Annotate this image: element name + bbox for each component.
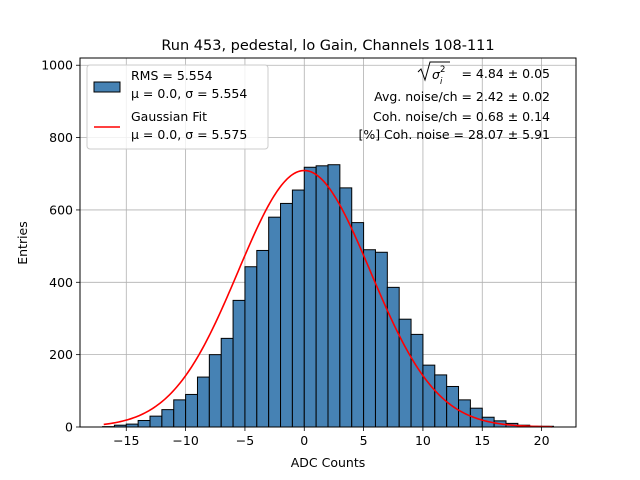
x-tick-label: 10 bbox=[415, 433, 431, 448]
histogram-bar bbox=[363, 249, 376, 428]
svg-text:σ: σ bbox=[432, 67, 441, 82]
legend-entry-label: RMS = 5.554 bbox=[131, 68, 213, 83]
histogram-bars bbox=[102, 164, 554, 428]
svg-text:2: 2 bbox=[440, 65, 445, 75]
histogram-bar bbox=[149, 415, 163, 428]
y-tick-label: 1000 bbox=[41, 58, 73, 73]
x-tick-label: −15 bbox=[113, 433, 139, 448]
histogram-bar bbox=[327, 164, 341, 428]
legend: RMS = 5.554 μ = 0.0, σ = 5.554 Gaussian … bbox=[86, 64, 269, 150]
avg-noise-text: Avg. noise/ch = 2.42 ± 0.02 bbox=[374, 89, 550, 104]
histogram-bar bbox=[220, 337, 234, 428]
plot-frame bbox=[79, 57, 577, 428]
coh-noise-text: Coh. noise/ch = 0.68 ± 0.14 bbox=[373, 109, 550, 124]
chart-title: Run 453, pedestal, lo Gain, Channels 108… bbox=[161, 38, 494, 54]
coh-noise-percent-text: [%] Coh. noise = 28.07 ± 5.91 bbox=[358, 127, 550, 142]
histogram-bar bbox=[232, 299, 246, 428]
histogram-bar bbox=[137, 419, 151, 428]
legend-entry-params: μ = 0.0, σ = 5.554 bbox=[131, 86, 247, 101]
histogram-bar bbox=[280, 202, 293, 428]
histogram-bar bbox=[173, 399, 187, 428]
gaussian-fit-line bbox=[103, 169, 553, 428]
sqrt-term-value: = 4.84 ± 0.05 bbox=[461, 66, 550, 81]
y-tick-label: 400 bbox=[49, 275, 73, 290]
histogram-bar bbox=[291, 189, 305, 428]
histogram-bar bbox=[374, 251, 388, 428]
histogram-bar bbox=[303, 166, 317, 428]
svg-text:i: i bbox=[440, 77, 443, 87]
x-axis-ticks: −15 −10 −5 0 5 10 15 20 bbox=[113, 427, 550, 448]
histogram-bar bbox=[422, 364, 436, 428]
histogram-bar bbox=[208, 354, 222, 428]
y-tick-label: 200 bbox=[49, 347, 73, 362]
histogram-bar bbox=[161, 409, 175, 428]
histogram-bar bbox=[244, 266, 258, 428]
x-tick-label: 15 bbox=[474, 433, 490, 448]
y-axis-label: Entries bbox=[15, 221, 30, 265]
x-axis-label: ADC Counts bbox=[291, 455, 366, 470]
y-tick-label: 800 bbox=[49, 130, 73, 145]
histogram-bar bbox=[410, 333, 424, 428]
x-tick-label: −10 bbox=[172, 433, 198, 448]
histogram-bar bbox=[398, 318, 412, 428]
histogram-bar bbox=[256, 249, 270, 428]
legend-bar-swatch bbox=[93, 81, 121, 93]
x-tick-label: 20 bbox=[534, 433, 550, 448]
x-tick-label: 0 bbox=[300, 433, 308, 448]
histogram-bar bbox=[196, 376, 210, 428]
legend-entry-params: μ = 0.0, σ = 5.575 bbox=[131, 127, 247, 142]
legend-entry-label: Gaussian Fit bbox=[131, 109, 207, 124]
noise-annotations: σ 2 i = 4.84 ± 0.05 Avg. noise/ch = 2.42… bbox=[358, 61, 550, 142]
histogram-bar bbox=[185, 393, 198, 428]
histogram-bar bbox=[315, 165, 329, 428]
histogram-bar bbox=[386, 286, 400, 428]
histogram-bar bbox=[268, 216, 282, 428]
y-tick-label: 600 bbox=[49, 202, 73, 217]
y-axis-ticks: 0 200 400 600 800 1000 bbox=[41, 58, 80, 435]
y-tick-label: 0 bbox=[65, 420, 73, 435]
legend-box bbox=[86, 64, 269, 150]
x-tick-label: −5 bbox=[236, 433, 254, 448]
sqrt-sigma-symbol: σ 2 i bbox=[417, 61, 450, 87]
x-tick-label: 5 bbox=[360, 433, 368, 448]
